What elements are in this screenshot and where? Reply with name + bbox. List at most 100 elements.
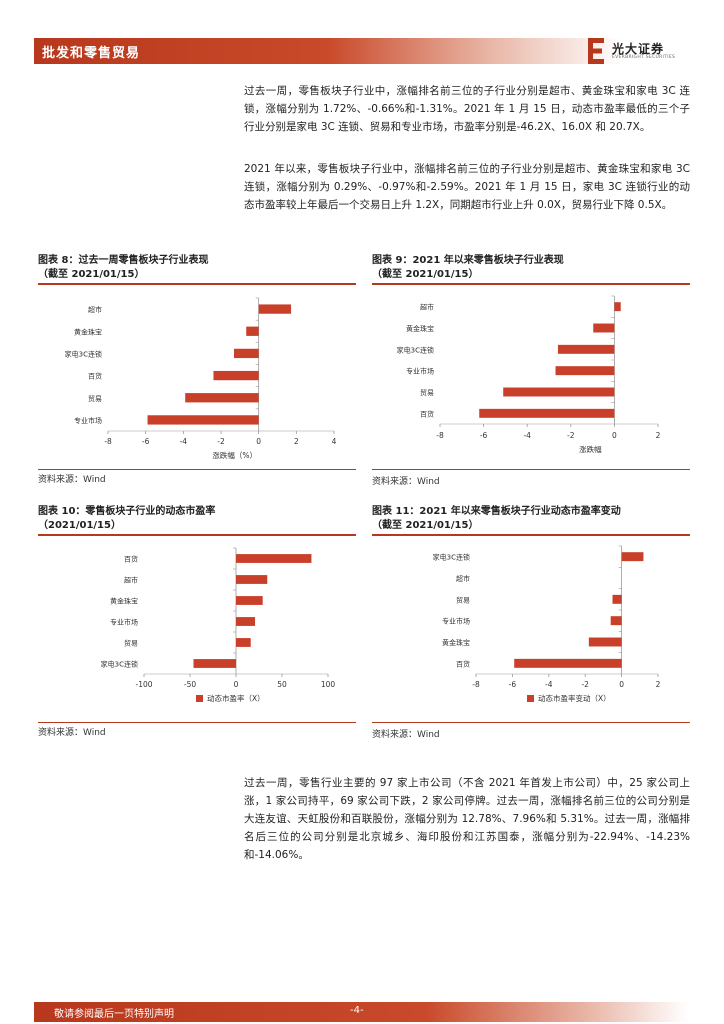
figure-8-rule: [38, 283, 356, 285]
figure-8-subtitle: （截至 2021/01/15）: [38, 269, 145, 280]
x-tick-label: -8: [436, 431, 444, 440]
x-tick-label: 50: [277, 680, 287, 689]
brand-logo-icon: [588, 38, 604, 64]
category-label: 百货: [88, 372, 102, 381]
bar-超市: [236, 575, 268, 584]
bar-百货: [213, 370, 259, 381]
x-tick-label: 2: [656, 680, 661, 689]
category-label: 专业市场: [406, 367, 434, 376]
x-tick-label: 0: [612, 431, 617, 440]
category-label: 专业市场: [74, 416, 102, 425]
category-label: 黄金珠宝: [406, 324, 434, 333]
figure-9-rule: [372, 283, 690, 285]
bar-专业市场: [555, 366, 615, 376]
category-label: 贸易: [124, 639, 138, 648]
figure-8-title: 图表 8：过去一周零售板块子行业表现: [38, 255, 209, 266]
x-tick-label: 2: [656, 431, 661, 440]
figure-11-rule: [372, 534, 690, 536]
footer-disclaimer: 敬请参阅最后一页特别声明: [54, 1009, 174, 1020]
category-label: 黄金珠宝: [110, 597, 138, 606]
figure-10-bottom-rule: [38, 722, 356, 723]
bar-超市: [258, 304, 292, 314]
bar-贸易: [185, 393, 259, 403]
bar-家电3C连锁: [233, 348, 259, 359]
header-bar: 批发和零售贸易: [34, 38, 688, 64]
brand-logo: 光大证券 EVERBRIGHT SECURITIES: [588, 38, 688, 66]
bar-贸易: [503, 387, 615, 397]
bar-家电3C连锁: [557, 344, 615, 354]
x-tick-label: -6: [142, 437, 150, 446]
figure-8-source: 资料来源：Wind: [38, 475, 106, 485]
x-tick-label: -4: [523, 431, 531, 440]
category-label: 专业市场: [442, 617, 470, 626]
x-tick-label: 0: [619, 680, 624, 689]
bar-百货: [236, 554, 312, 563]
category-label: 家电3C连锁: [433, 553, 470, 562]
x-tick-label: -6: [480, 431, 488, 440]
section-title: 批发和零售贸易: [42, 46, 141, 61]
category-label: 百货: [456, 659, 470, 668]
figure-9-bottom-rule: [372, 469, 690, 470]
figure-10-title: 图表 10：零售板块子行业的动态市盈率: [38, 506, 216, 517]
bar-黄金珠宝: [246, 326, 259, 336]
category-label: 超市: [456, 574, 470, 583]
bar-百货: [479, 408, 615, 418]
x-tick-label: -4: [545, 680, 553, 689]
x-axis-label: 涨跌幅: [579, 444, 602, 454]
category-label: 家电3C连锁: [397, 345, 434, 354]
category-label: 超市: [124, 576, 138, 585]
paragraph-weekly-subsector: 过去一周，零售板块子行业中，涨幅排名前三位的子行业分别是超市、黄金珠宝和家电 3…: [244, 85, 690, 133]
bar-贸易: [236, 638, 251, 647]
category-label: 专业市场: [110, 618, 138, 627]
category-label: 超市: [420, 303, 434, 312]
legend-swatch: [527, 695, 534, 702]
bar-家电3C连锁: [621, 552, 644, 562]
bar-超市: [614, 302, 621, 312]
bar-专业市场: [236, 617, 256, 626]
x-tick-label: 4: [332, 437, 337, 446]
x-tick-label: -2: [581, 680, 589, 689]
category-label: 贸易: [420, 388, 434, 397]
page-number: -4-: [350, 1005, 364, 1016]
bar-黄金珠宝: [236, 596, 263, 605]
x-axis-label: 涨跌幅（%）: [212, 450, 257, 460]
legend-label: 动态市盈率变动（X）: [538, 693, 611, 703]
x-tick-label: -2: [567, 431, 575, 440]
paragraph-ytd-subsector: 2021 年以来，零售板块子行业中，涨幅排名前三位的子行业分别是超市、黄金珠宝和…: [244, 163, 690, 211]
category-label: 贸易: [88, 394, 102, 403]
bar-黄金珠宝: [588, 637, 622, 647]
figure-11-title: 图表 11：2021 年以来零售板块子行业动态市盈率变动: [372, 506, 621, 517]
figure-8-bottom-rule: [38, 469, 356, 470]
legend-swatch: [196, 695, 203, 702]
figure-10-source: 资料来源：Wind: [38, 728, 106, 738]
figure-9-title: 图表 9：2021 年以来零售板块子行业表现: [372, 255, 564, 266]
x-tick-label: -8: [104, 437, 112, 446]
category-label: 百货: [124, 555, 138, 564]
x-tick-label: -4: [180, 437, 188, 446]
x-tick-label: -8: [472, 680, 480, 689]
x-tick-label: 2: [294, 437, 299, 446]
bar-专业市场: [610, 616, 622, 626]
x-tick-label: -100: [135, 680, 152, 689]
x-tick-label: 0: [256, 437, 261, 446]
figure-9-source: 资料来源：Wind: [372, 477, 440, 487]
bar-贸易: [612, 594, 622, 604]
bar-百货: [514, 658, 622, 668]
figure-11-bottom-rule: [372, 722, 690, 723]
paragraph-company-performance: 过去一周，零售行业主要的 97 家上市公司（不含 2021 年首发上市公司）中，…: [244, 777, 690, 861]
bar-黄金珠宝: [593, 323, 615, 333]
figure-10-chart: -100 -50 0 50 100 百货超市黄金珠宝专业市场贸易家电3C连锁动态市盈率（X…: [101, 547, 336, 703]
figure-10-rule: [38, 534, 356, 536]
category-label: 家电3C连锁: [101, 660, 138, 669]
category-label: 黄金珠宝: [74, 327, 102, 336]
x-tick-label: -50: [184, 680, 196, 689]
brand-name-cn: 光大证券: [612, 42, 665, 56]
bar-家电3C连锁: [193, 659, 236, 668]
brand-name-en: EVERBRIGHT SECURITIES: [612, 55, 676, 60]
x-tick-label: 100: [321, 680, 336, 689]
bar-专业市场: [147, 415, 259, 425]
category-label: 家电3C连锁: [65, 349, 102, 358]
category-label: 百货: [420, 409, 434, 418]
